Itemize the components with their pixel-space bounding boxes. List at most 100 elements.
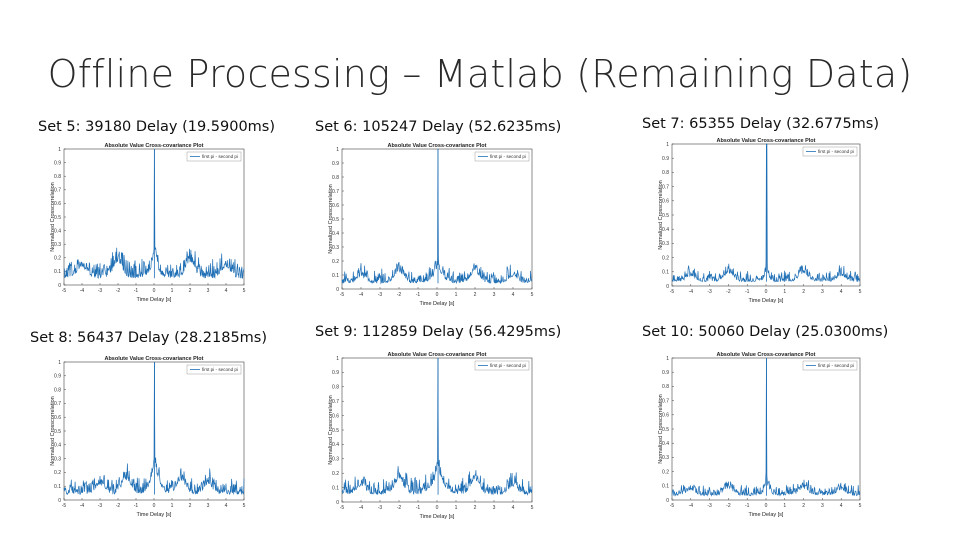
- y-axis-label: Normalized Crosscorrelation: [50, 396, 56, 465]
- y-tick-label: 0.4: [662, 441, 669, 447]
- x-tick-label: 0: [153, 503, 156, 509]
- chart-set-10: Absolute Value Cross-covariance Plot 0 0.1…: [658, 352, 862, 518]
- x-tick-label: 3: [493, 505, 496, 511]
- y-tick-label: 0.4: [332, 442, 339, 448]
- x-tick-label: 5: [859, 503, 862, 509]
- y-tick-label: 0.6: [662, 413, 669, 419]
- legend-label: first pi - second pi: [490, 154, 526, 159]
- y-tick-label: 0.9: [662, 370, 669, 376]
- y-tick-label: 0.1: [54, 269, 61, 275]
- y-tick-label: 0.6: [332, 413, 339, 419]
- y-tick-label: 0.5: [332, 428, 339, 434]
- x-tick-label: 2: [189, 503, 192, 509]
- x-axis-label: Time Delay [s]: [749, 298, 784, 304]
- chart-title: Absolute Value Cross-covariance Plot: [716, 138, 815, 144]
- y-tick-label: 0.8: [54, 174, 61, 180]
- x-tick-label: 4: [512, 505, 515, 511]
- x-tick-label: -2: [397, 292, 402, 298]
- y-tick-label: 0.6: [54, 415, 61, 421]
- y-tick-label: 0.6: [332, 203, 339, 209]
- x-tick-label: -5: [62, 503, 67, 509]
- x-tick-label: 3: [493, 292, 496, 298]
- y-tick-label: 0.2: [332, 471, 339, 477]
- x-tick-label: 0: [436, 292, 439, 298]
- chart-set-6: Absolute Value Cross-covariance Plot 0 0.1…: [328, 143, 534, 307]
- y-tick-label: 0.7: [54, 401, 61, 407]
- y-tick-label: 0.1: [332, 273, 339, 279]
- caption-set-9: Set 9: 112859 Delay (56.4295ms): [315, 324, 562, 340]
- x-tick-label: -2: [116, 288, 121, 294]
- plot-area: [341, 357, 533, 503]
- legend-label: first pi - second pi: [818, 149, 854, 154]
- chart-title: Absolute Value Cross-covariance Plot: [387, 143, 486, 149]
- y-tick-label: 0.9: [54, 374, 61, 380]
- x-tick-label: -1: [416, 505, 421, 511]
- x-tick-label: -3: [98, 503, 103, 509]
- legend-label: first pi - second pi: [818, 363, 854, 368]
- y-tick-label: 0.4: [54, 443, 61, 449]
- x-tick-label: 2: [474, 505, 477, 511]
- x-tick-label: -2: [726, 289, 731, 295]
- y-tick-label: 0.9: [332, 161, 339, 167]
- x-tick-label: 5: [531, 505, 534, 511]
- x-tick-label: -5: [670, 289, 675, 295]
- x-tick-label: -2: [116, 503, 121, 509]
- x-tick-label: 4: [512, 292, 515, 298]
- caption-set-10: Set 10: 50060 Delay (25.0300ms): [642, 324, 889, 340]
- y-tick-label: 0.5: [332, 217, 339, 223]
- x-tick-label: -5: [340, 292, 345, 298]
- y-tick-label: 0.6: [54, 201, 61, 207]
- y-tick-label: 0.4: [332, 231, 339, 237]
- y-tick-label: 0.2: [54, 470, 61, 476]
- y-tick-label: 1: [336, 356, 339, 362]
- y-tick-label: 1: [58, 360, 61, 366]
- chart-title: Absolute Value Cross-covariance Plot: [104, 356, 203, 362]
- y-tick-label: 0.2: [54, 256, 61, 262]
- y-tick-label: 0.5: [662, 427, 669, 433]
- x-tick-label: 3: [821, 289, 824, 295]
- y-tick-label: 0.7: [332, 189, 339, 195]
- y-tick-label: 0.2: [662, 255, 669, 261]
- legend-box: [186, 151, 242, 162]
- y-tick-label: 0.3: [332, 457, 339, 463]
- series-line: [671, 357, 861, 497]
- x-tick-label: 4: [225, 503, 228, 509]
- y-tick-label: 0: [666, 284, 669, 290]
- y-axis-label: Normalized Crosscorrelation: [658, 180, 664, 249]
- x-tick-label: -2: [726, 503, 731, 509]
- y-axis-label: Normalized Crosscorrelation: [50, 182, 56, 251]
- y-tick-label: 0.4: [54, 228, 61, 234]
- x-tick-label: -1: [134, 288, 139, 294]
- legend-label: first pi - second pi: [490, 363, 526, 368]
- y-tick-label: 0: [58, 498, 61, 504]
- x-tick-label: 2: [802, 289, 805, 295]
- y-tick-label: 1: [666, 142, 669, 148]
- x-tick-label: 2: [802, 503, 805, 509]
- x-tick-label: 3: [821, 503, 824, 509]
- y-tick-label: 0.7: [54, 188, 61, 194]
- x-tick-label: -3: [378, 292, 383, 298]
- legend-box: [802, 146, 858, 157]
- x-tick-label: 5: [243, 288, 246, 294]
- y-axis-label: Normalized Crosscorrelation: [328, 395, 334, 464]
- chart-title: Absolute Value Cross-covariance Plot: [716, 352, 815, 358]
- x-tick-label: -4: [80, 503, 85, 509]
- x-tick-label: -4: [359, 292, 364, 298]
- legend-box: [802, 360, 858, 371]
- x-axis-label: Time Delay [s]: [420, 301, 455, 307]
- series-line: [341, 357, 533, 496]
- y-tick-label: 0.9: [54, 160, 61, 166]
- x-tick-label: -1: [745, 289, 750, 295]
- chart-title: Absolute Value Cross-covariance Plot: [104, 143, 203, 149]
- y-tick-label: 0.9: [662, 156, 669, 162]
- y-tick-label: 0.2: [332, 259, 339, 265]
- x-tick-label: 1: [455, 505, 458, 511]
- legend-label: first pi - second pi: [202, 154, 238, 159]
- x-tick-label: 2: [189, 288, 192, 294]
- x-tick-label: -3: [707, 503, 712, 509]
- x-tick-label: -4: [689, 289, 694, 295]
- series-line: [63, 361, 245, 495]
- x-tick-label: -4: [689, 503, 694, 509]
- caption-set-8: Set 8: 56437 Delay (28.2185ms): [30, 330, 268, 346]
- y-tick-label: 0.3: [54, 242, 61, 248]
